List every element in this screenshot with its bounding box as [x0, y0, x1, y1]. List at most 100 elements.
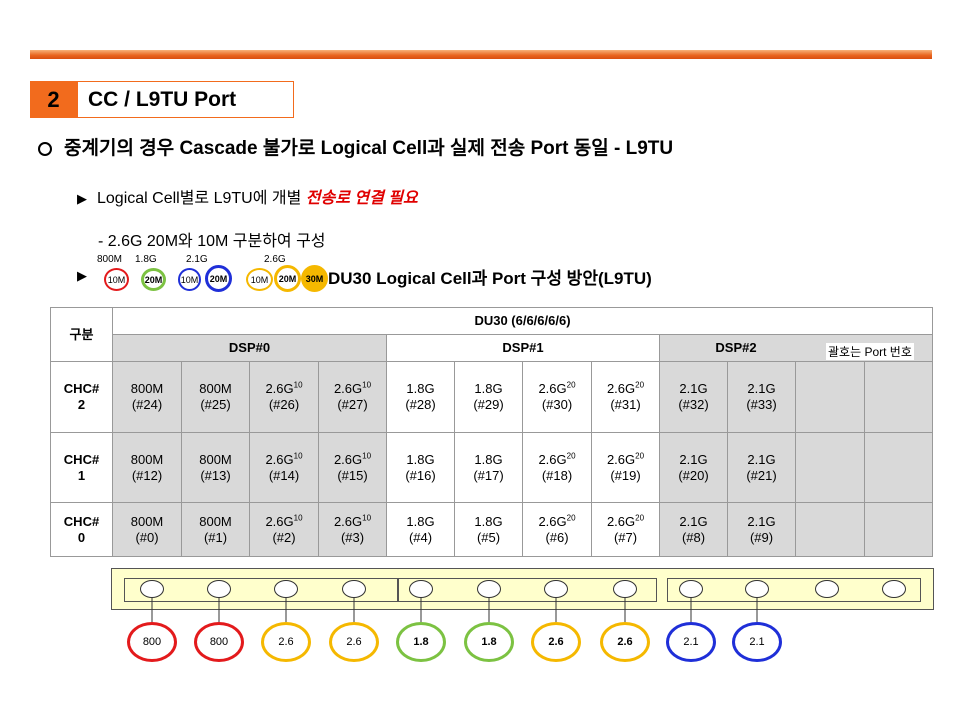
- legend-ring-1.8-20m: 20M: [141, 268, 166, 291]
- cell-band: 2.1G: [747, 451, 776, 467]
- sub-bullet-1-emphasis: 전송로 연결 필요: [305, 190, 418, 207]
- cell-port: (#27): [337, 397, 368, 412]
- port-cell: 1.8G (#29): [454, 361, 523, 433]
- port-band-oval: 2.6: [531, 622, 581, 662]
- cell-bandwidth-sup: 10: [362, 380, 372, 390]
- cell-band: 800M: [199, 451, 232, 467]
- cell-bandwidth-sup: 10: [362, 451, 372, 461]
- port-cell: 2.1G (#8): [659, 502, 728, 557]
- cell-port: (#24): [131, 397, 163, 412]
- cell-bandwidth-sup: 20: [635, 513, 645, 523]
- port-cell: 2.1G (#9): [727, 502, 796, 557]
- port-band-oval: 2.1: [666, 622, 716, 662]
- port-cell: 1.8G (#5): [454, 502, 523, 557]
- port-cell: 2.6G10 (#26): [249, 361, 319, 433]
- legend-ring-2.1-10m: 10M: [178, 268, 201, 291]
- port-cell: [864, 502, 933, 557]
- cell-band: 800M: [199, 513, 232, 529]
- l9tu-port: [544, 580, 568, 598]
- row-label: CHC# 2: [50, 361, 113, 433]
- port-cell: 2.6G20 (#31): [591, 361, 660, 433]
- legend-ring-2.6-30m: 30M: [301, 265, 328, 292]
- legend-ring-800-10m: 10M: [104, 268, 129, 291]
- table-row: CHC# 0 800M (#0) 800M (#1) 2.6G10 (#2) 2.6G10 (#…: [50, 502, 933, 557]
- port-cell: [795, 361, 865, 433]
- cell-band: 800M: [130, 381, 164, 396]
- cell-port: (#12): [131, 467, 163, 483]
- cell-port: (#33): [746, 397, 777, 412]
- dsp-header-0: DSP#0: [112, 334, 387, 362]
- l9tu-port: [409, 580, 433, 598]
- cell-port: (#0): [135, 529, 159, 545]
- port-cell: 800M (#1): [181, 502, 250, 557]
- port-group-dsp2: [667, 578, 921, 602]
- cell-band: 2.1G: [679, 381, 708, 396]
- l9tu-port: [679, 580, 703, 598]
- cell-port: (#25): [200, 397, 231, 412]
- cell-band: 1.8G: [406, 381, 435, 396]
- dsp-header-2-label: DSP#2: [715, 340, 757, 355]
- legend-freq-1.8: 1.8G: [135, 254, 157, 265]
- legend-freq-2.6: 2.6G: [264, 254, 286, 265]
- port-cell: 2.6G20 (#6): [522, 502, 592, 557]
- cell-port: (#30): [541, 397, 573, 412]
- section-title: CC / L9TU Port: [77, 81, 294, 118]
- port-cell: 2.6G20 (#30): [522, 361, 592, 433]
- port-cell: 1.8G (#16): [386, 432, 455, 503]
- legend-ring-2.1-20m: 20M: [205, 265, 232, 292]
- table-row: CHC# 2 800M (#24) 800M (#25) 2.6G10 (#26) 2.6G1…: [50, 361, 933, 433]
- sub-bullet-1: ▶ Logical Cell별로 L9TU에 개별 전송로 연결 필요: [77, 184, 418, 208]
- port-group-dsp0: [124, 578, 398, 602]
- main-bullet: 중계기의 경우 Cascade 불가로 Logical Cell과 실제 전송 …: [38, 133, 673, 160]
- cell-bandwidth-sup: 20: [566, 380, 576, 390]
- cell-port: (#32): [678, 397, 709, 412]
- l9tu-port: [477, 580, 501, 598]
- port-cell: 2.6G10 (#2): [249, 502, 319, 557]
- cell-port: (#26): [268, 397, 300, 412]
- table-body: CHC# 2 800M (#24) 800M (#25) 2.6G10 (#26) 2.6G1…: [50, 361, 933, 557]
- cell-band: 2.6G: [265, 381, 294, 396]
- cell-bandwidth-sup: 10: [362, 513, 372, 523]
- port-band-oval: 2.1: [732, 622, 782, 662]
- cell-port: (#9): [749, 529, 774, 545]
- port-cell: 2.1G (#32): [659, 361, 728, 433]
- cell-port: (#2): [272, 529, 296, 545]
- cell-port: (#1): [203, 529, 228, 545]
- port-cell: 2.6G10 (#15): [318, 432, 387, 503]
- cell-band: 800M: [130, 451, 164, 467]
- port-cell: 2.6G10 (#3): [318, 502, 387, 557]
- cell-port: (#6): [545, 529, 569, 545]
- dsp-header-1: DSP#1: [386, 334, 660, 362]
- cell-band: 2.6G: [333, 381, 363, 396]
- cell-port: (#21): [746, 467, 777, 483]
- cell-band: 800M: [199, 381, 232, 396]
- port-band-oval: 1.8: [396, 622, 446, 662]
- l9tu-port: [140, 580, 164, 598]
- cell-band: 2.1G: [747, 513, 776, 529]
- cell-port: (#28): [405, 397, 436, 412]
- port-cell: 2.1G (#21): [727, 432, 796, 503]
- l9tu-port: [342, 580, 366, 598]
- cell-port: (#13): [200, 467, 231, 483]
- cell-band: 2.6G: [333, 451, 363, 467]
- sub-bullet-1-text: Logical Cell별로 L9TU에 개별: [97, 190, 306, 207]
- cell-band: 800M: [130, 513, 164, 529]
- port-note: 괄호는 Port 번호: [826, 343, 914, 360]
- l9tu-port: [815, 580, 839, 598]
- triangle-bullet-icon: ▶: [77, 268, 87, 283]
- port-cell: 800M (#25): [181, 361, 250, 433]
- section-number: 2: [30, 81, 77, 118]
- cell-band: 2.6G: [606, 513, 636, 529]
- port-band-oval: 2.6: [329, 622, 379, 662]
- cell-band: 2.1G: [679, 451, 708, 467]
- port-cell: 2.1G (#20): [659, 432, 728, 503]
- legend-freq-800: 800M: [97, 254, 123, 265]
- port-cell: 1.8G (#17): [454, 432, 523, 503]
- cell-band: 2.6G: [538, 381, 567, 396]
- du-title: DU30 (6/6/6/6/6): [112, 307, 933, 335]
- port-band-oval: 2.6: [600, 622, 650, 662]
- cell-port: (#14): [268, 467, 300, 483]
- port-cell: 2.6G10 (#14): [249, 432, 319, 503]
- legend-ring-2.6-10m: 10M: [246, 268, 273, 291]
- port-band-oval: 800: [127, 622, 177, 662]
